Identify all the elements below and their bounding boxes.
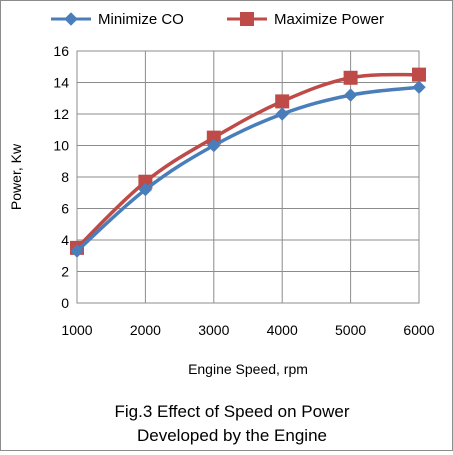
data-point-minimize-co xyxy=(138,182,153,197)
y-tick-label: 8 xyxy=(61,169,69,185)
data-point-minimize-co xyxy=(275,107,289,121)
y-axis-label: Power, Kw xyxy=(8,143,24,210)
x-axis-ticks: 1000 2000 3000 4000 5000 6000 xyxy=(61,322,434,338)
legend-item-maximize-power: Maximize Power xyxy=(227,11,384,28)
legend-label-minimize-co: Minimize CO xyxy=(98,11,184,28)
data-point-maximize-power xyxy=(412,67,426,82)
grid xyxy=(76,50,420,304)
series-maximize-power xyxy=(70,67,426,255)
legend-label-maximize-power: Maximize Power xyxy=(274,11,384,28)
y-tick-label: 14 xyxy=(53,75,69,91)
legend-marker-minimize-co xyxy=(64,12,78,26)
data-point-minimize-co xyxy=(412,80,426,94)
data-point-minimize-co xyxy=(343,88,358,102)
x-tick-label: 2000 xyxy=(130,322,161,338)
y-tick-label: 10 xyxy=(53,138,69,154)
y-tick-label: 2 xyxy=(61,264,69,280)
x-tick-label: 3000 xyxy=(198,322,229,338)
x-tick-label: 6000 xyxy=(403,322,434,338)
data-point-minimize-co xyxy=(70,244,84,258)
y-axis-ticks: 0 2 4 6 8 10 12 14 16 xyxy=(53,43,69,311)
plot-area-border xyxy=(76,50,420,304)
legend-item-minimize-co: Minimize CO xyxy=(51,11,184,28)
y-tick-label: 6 xyxy=(61,201,69,217)
series-minimize-co xyxy=(70,80,426,258)
legend-marker-maximize-power xyxy=(240,12,254,26)
x-axis-label: Engine Speed, rpm xyxy=(188,361,308,377)
data-point-minimize-co xyxy=(207,138,221,153)
x-tick-label: 4000 xyxy=(267,322,298,338)
y-tick-label: 4 xyxy=(61,232,69,248)
data-point-maximize-power xyxy=(343,70,358,85)
y-tick-label: 16 xyxy=(53,43,69,59)
y-tick-label: 12 xyxy=(53,106,69,122)
y-tick-label: 0 xyxy=(61,295,69,311)
x-tick-label: 5000 xyxy=(335,322,366,338)
series xyxy=(70,67,426,258)
series-line-maximize-power xyxy=(75,72,421,250)
x-tick-label: 1000 xyxy=(61,322,92,338)
series-line-minimize-co xyxy=(75,85,421,253)
figure-caption-line-2: Developed by the Engine xyxy=(137,426,327,445)
data-point-maximize-power xyxy=(275,94,290,109)
legend: Minimize CO Maximize Power xyxy=(51,11,384,28)
figure-caption-line-1: Fig.3 Effect of Speed on Power xyxy=(115,402,350,421)
